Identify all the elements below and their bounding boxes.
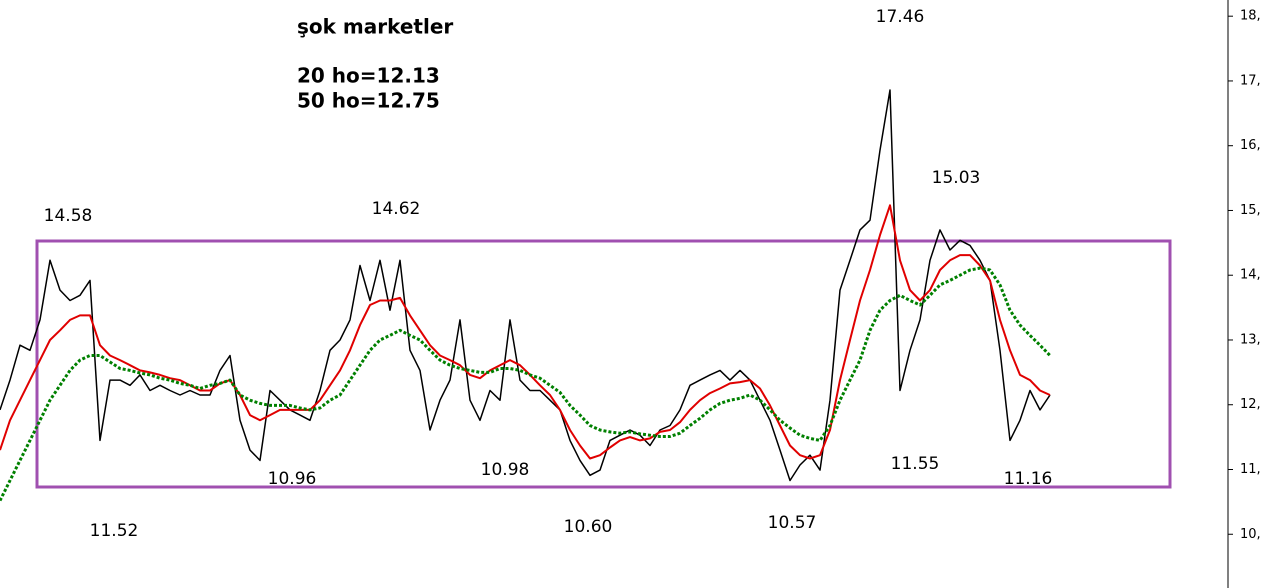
annotation: 14.58 xyxy=(44,206,93,226)
chart-title: şok marketler xyxy=(297,15,453,39)
y-tick-label: 12, xyxy=(1240,397,1261,412)
range-box xyxy=(35,239,1172,489)
annotation: 14.62 xyxy=(372,199,421,219)
annotation: 11.52 xyxy=(90,521,139,541)
annotation: 10.60 xyxy=(564,517,613,537)
y-tick-label: 15, xyxy=(1240,203,1261,218)
series-line xyxy=(0,204,1051,460)
series-line xyxy=(0,89,1051,482)
annotation: 11.16 xyxy=(1004,469,1053,489)
y-tick-label: 18, xyxy=(1240,9,1261,24)
annotation: 15.03 xyxy=(932,168,981,188)
y-tick-label: 13, xyxy=(1240,332,1261,347)
y-tick-label: 11, xyxy=(1240,462,1261,477)
annotation: 10.98 xyxy=(481,460,530,480)
subtitle: 50 ho=12.75 xyxy=(297,89,440,113)
subtitle: 20 ho=12.13 xyxy=(297,64,440,88)
annotation: 11.55 xyxy=(891,454,940,474)
annotation: 10.57 xyxy=(768,513,817,533)
annotation: 10.96 xyxy=(268,469,317,489)
y-tick-label: 14, xyxy=(1240,268,1261,283)
y-tick-label: 16, xyxy=(1240,138,1261,153)
y-tick-label: 17, xyxy=(1240,73,1261,88)
y-tick-label: 10, xyxy=(1240,527,1261,542)
annotation: 17.46 xyxy=(876,7,925,27)
series-line xyxy=(0,266,1052,502)
